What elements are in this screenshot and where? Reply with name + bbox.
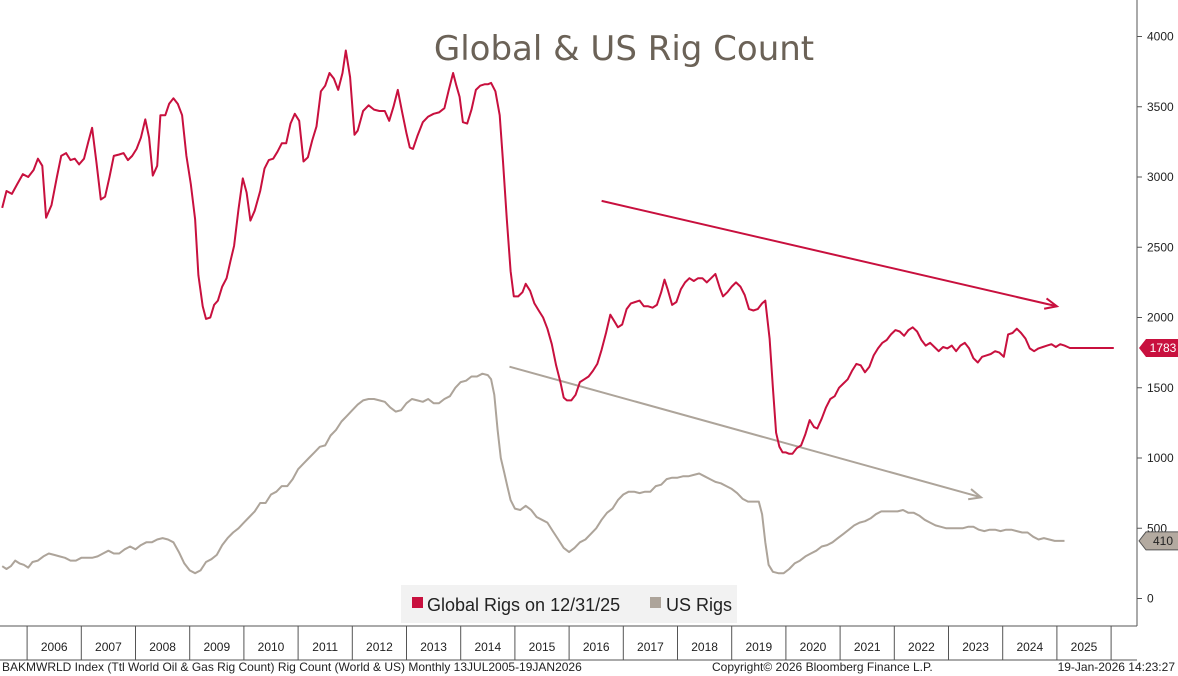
x-tick-label: 2015 [529,640,556,654]
y-tick-label: 1000 [1147,451,1174,465]
y-tick-label: 3000 [1147,170,1174,184]
x-tick-label: 2010 [258,640,285,654]
chart-title: Global & US Rig Count [434,29,814,69]
x-tick-label: 2014 [474,640,501,654]
y-tick-label: 4000 [1147,30,1174,44]
footer-source: BAKMWRLD Index (Ttl World Oil & Gas Rig … [2,660,582,674]
x-tick-label: 2019 [745,640,772,654]
x-tick-label: 2017 [637,640,664,654]
x-tick-label: 2016 [583,640,610,654]
legend-swatch-us [650,597,661,608]
legend-label-global: Global Rigs on 12/31/25 [427,595,620,615]
trend-arrow-line [601,199,1058,308]
last-value-labels: 1783 410 [1138,338,1178,551]
global-rigs-line [1,49,1114,455]
global-last-value-badge [1139,338,1178,357]
trend-arrows [509,199,1060,501]
x-tick-label: 2025 [1071,640,1098,654]
global-last-value: 1783 [1150,341,1177,355]
x-tick-label: 2009 [203,640,230,654]
y-tick-label: 2500 [1147,240,1174,254]
x-tick-label: 2007 [95,640,122,654]
x-tick-label: 2020 [800,640,827,654]
legend-background [401,585,737,623]
x-tick-label: 2021 [854,640,881,654]
x-axis-ticks: 2006 2007 2008 2009 2010 2011 2012 2013 2014 2015… [26,626,1112,660]
x-tick-label: 2006 [41,640,68,654]
legend: Global Rigs on 12/31/25 US Rigs [401,585,737,623]
y-tick-label: 2000 [1147,311,1174,325]
trend-arrow-head [968,488,984,501]
footer-timestamp: 19-Jan-2026 14:23:27 [1058,660,1176,674]
x-tick-label: 2013 [420,640,447,654]
us-rigs-line [1,372,1065,575]
trend-arrow-line [509,365,982,499]
us-last-value: 410 [1153,534,1173,548]
footer-copyright: Copyright© 2026 Bloomberg Finance L.P. [712,660,933,674]
x-tick-label: 2008 [149,640,176,654]
x-tick-label: 2011 [312,640,338,654]
x-tick-label: 2024 [1016,640,1043,654]
series-lines [1,49,1114,575]
x-tick-label: 2018 [691,640,718,654]
y-tick-label: 0 [1147,592,1154,606]
legend-swatch-global [412,597,423,608]
y-tick-label: 3500 [1147,100,1174,114]
x-tick-label: 2023 [962,640,989,654]
legend-label-us: US Rigs [666,595,732,615]
x-tick-label: 2012 [366,640,393,654]
trend-arrow-head [1043,297,1060,310]
us-last-value-badge [1138,531,1178,551]
x-tick-label: 2022 [908,640,935,654]
y-tick-label: 1500 [1147,381,1174,395]
